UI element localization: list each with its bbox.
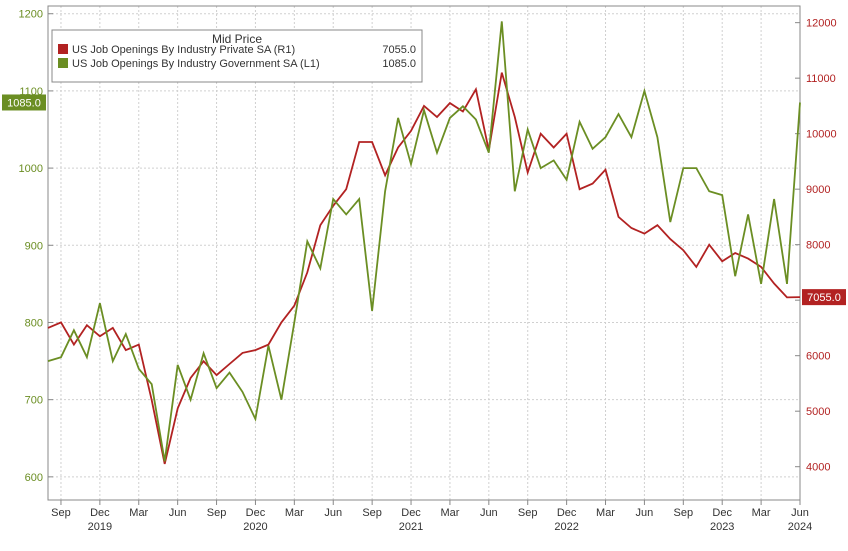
x-tick-month: Jun xyxy=(480,507,498,519)
y-left-tick: 800 xyxy=(25,317,43,329)
x-tick-month: Mar xyxy=(440,507,459,519)
x-tick-month: Sep xyxy=(518,507,538,519)
x-tick-month: Jun xyxy=(324,507,342,519)
y-right-tick: 8000 xyxy=(806,240,830,252)
x-tick-year: 2022 xyxy=(554,521,578,533)
x-tick-month: Sep xyxy=(207,507,227,519)
legend-swatch xyxy=(58,58,68,68)
y-right-tick: 12000 xyxy=(806,18,837,30)
y-left-tick: 1200 xyxy=(19,9,43,21)
y-left-tick: 1000 xyxy=(19,163,43,175)
y-left-tick: 600 xyxy=(25,472,43,484)
svg-text:1085.0: 1085.0 xyxy=(7,97,41,109)
y-right-tick: 4000 xyxy=(806,462,830,474)
y-left-tick: 900 xyxy=(25,240,43,252)
y-right-tick: 5000 xyxy=(806,406,830,418)
x-tick-month: Jun xyxy=(169,507,187,519)
x-tick-year: 2019 xyxy=(88,521,112,533)
legend-swatch xyxy=(58,44,68,54)
x-tick-month: Dec xyxy=(401,507,421,519)
x-tick-month: Sep xyxy=(674,507,694,519)
chart-container: 6007008009001000110012004000500060007000… xyxy=(0,0,848,551)
x-tick-month: Sep xyxy=(51,507,71,519)
x-tick-month: Sep xyxy=(362,507,382,519)
y-left-tick: 700 xyxy=(25,395,43,407)
x-tick-month: Mar xyxy=(129,507,148,519)
legend-value: 7055.0 xyxy=(382,44,416,56)
x-tick-month: Dec xyxy=(557,507,577,519)
x-tick-month: Dec xyxy=(90,507,110,519)
line-chart: 6007008009001000110012004000500060007000… xyxy=(0,0,848,551)
x-tick-month: Mar xyxy=(596,507,615,519)
x-tick-year: 2020 xyxy=(243,521,267,533)
legend-value: 1085.0 xyxy=(382,58,416,70)
y-right-tick: 10000 xyxy=(806,129,837,141)
x-tick-month: Jun xyxy=(791,507,809,519)
legend-label: US Job Openings By Industry Government S… xyxy=(72,58,320,70)
x-tick-year: 2024 xyxy=(788,521,812,533)
x-tick-month: Mar xyxy=(752,507,771,519)
x-tick-year: 2021 xyxy=(399,521,423,533)
svg-text:7055.0: 7055.0 xyxy=(807,292,841,304)
legend-label: US Job Openings By Industry Private SA (… xyxy=(72,44,295,56)
x-tick-month: Mar xyxy=(285,507,304,519)
x-tick-month: Dec xyxy=(246,507,266,519)
x-tick-month: Dec xyxy=(712,507,732,519)
x-tick-year: 2023 xyxy=(710,521,734,533)
x-tick-month: Jun xyxy=(636,507,654,519)
y-right-tick: 6000 xyxy=(806,351,830,363)
y-right-tick: 11000 xyxy=(806,73,836,85)
y-right-tick: 9000 xyxy=(806,184,830,196)
